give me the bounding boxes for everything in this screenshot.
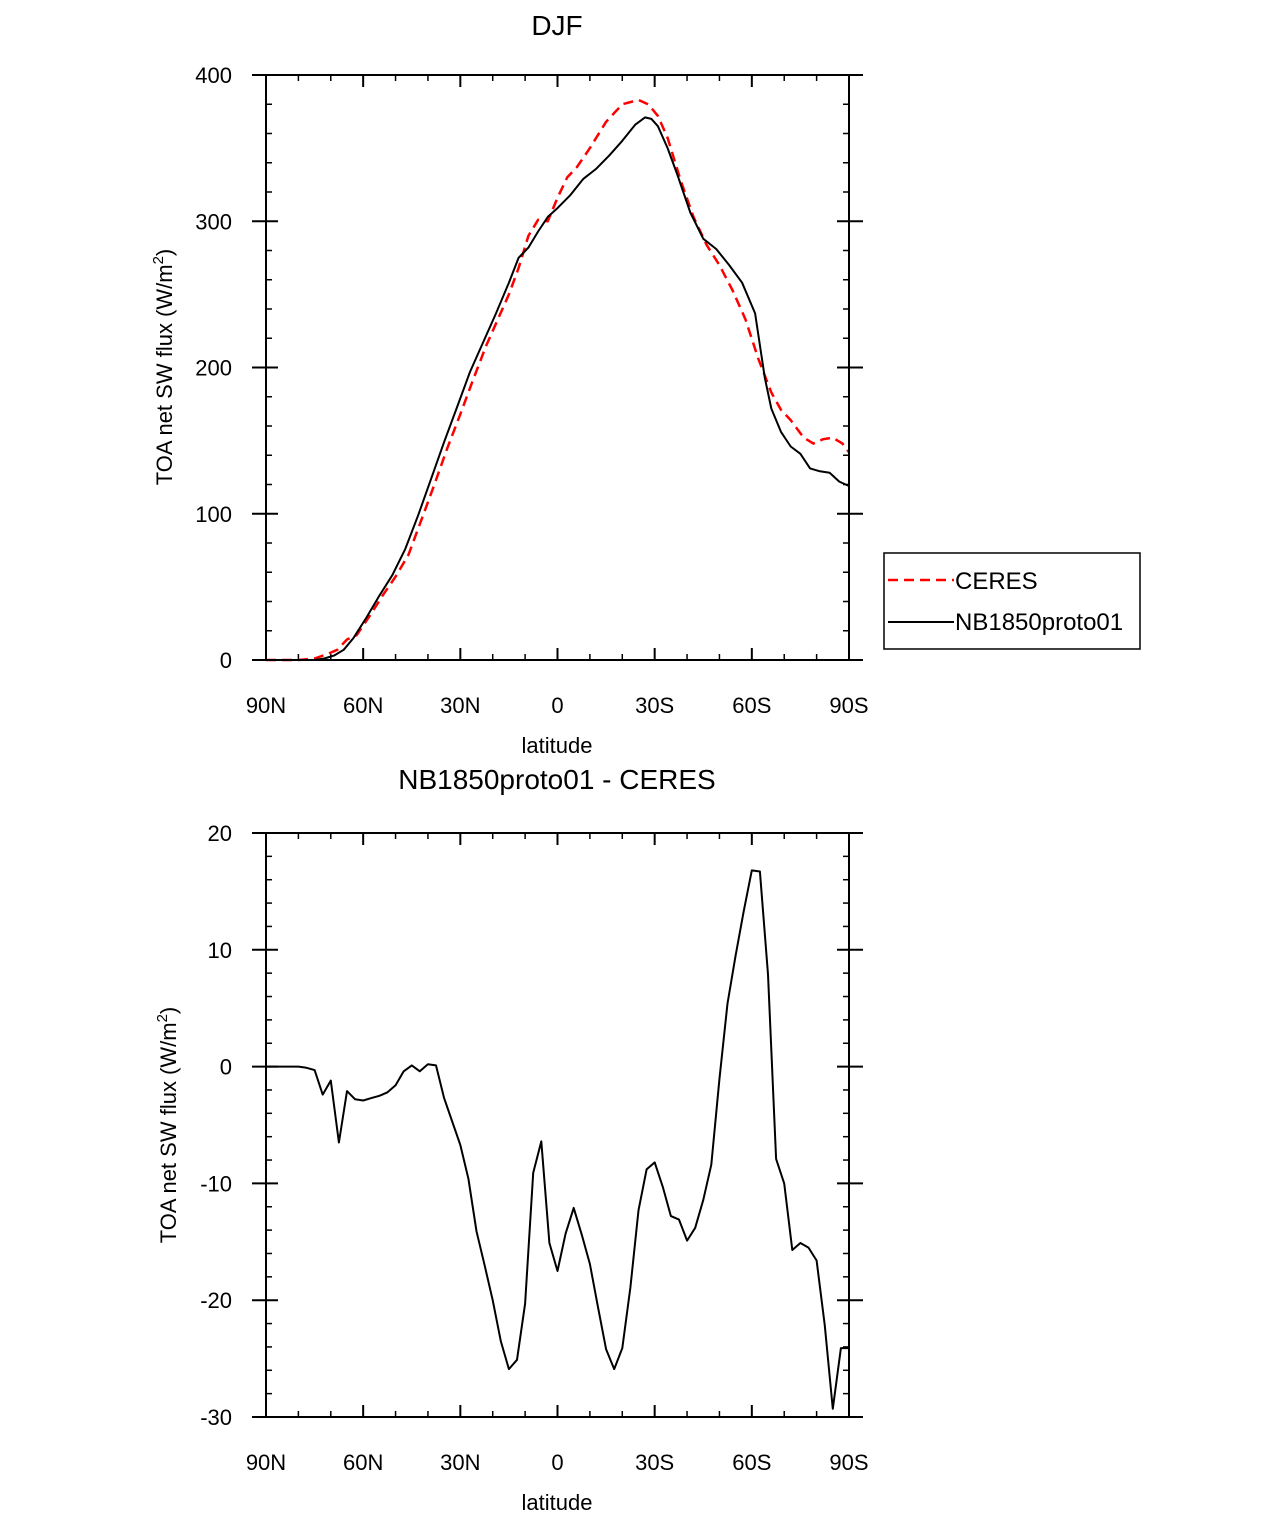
y-tick-label: 10 [208, 938, 232, 963]
x-tick-label: 90S [829, 693, 868, 718]
x-tick-label: 60S [732, 1450, 771, 1475]
bottom-panel-x-axis-label: latitude [522, 1490, 593, 1515]
top-panel-frame [265, 74, 850, 661]
legend: CERES NB1850proto01 [883, 552, 1141, 650]
y-tick-label: 0 [220, 648, 232, 673]
x-tick-label: 30N [440, 1450, 480, 1475]
bottom-panel-title: NB1850proto01 - CERES [398, 764, 716, 795]
legend-box [883, 552, 1141, 650]
x-tick-label: 90S [829, 1450, 868, 1475]
top-panel-title: DJF [531, 10, 582, 41]
y-tick-label: 20 [208, 821, 232, 846]
legend-label-nb1850proto01: NB1850proto01 [955, 609, 1123, 636]
bottom-panel-frame [265, 832, 850, 1418]
y-tick-label: 100 [195, 502, 232, 527]
y-tick-label: 400 [195, 63, 232, 88]
bottom-panel: NB1850proto01 - CERES 90N 60N 30N 0 30S 60S 90… [154, 764, 869, 1515]
x-tick-label: 90N [246, 1450, 286, 1475]
top-panel-tick-labels: 90N 60N 30N 0 30S 60S 90S 0 100 200 300 400 [195, 63, 868, 718]
x-tick-label: 90N [246, 693, 286, 718]
x-tick-label: 30N [440, 693, 480, 718]
legend-label-ceres: CERES [955, 568, 1038, 595]
y-tick-label: -30 [200, 1405, 232, 1430]
bottom-panel-ticks [252, 832, 863, 1418]
y-tick-label: 300 [195, 209, 232, 234]
x-tick-label: 60S [732, 693, 771, 718]
bottom-panel-tick-labels: 90N 60N 30N 0 30S 60S 90S -30 -20 -10 0 10 20 [200, 821, 868, 1475]
x-tick-label: 30S [635, 1450, 674, 1475]
x-tick-label: 60N [343, 1450, 383, 1475]
y-tick-label: -20 [200, 1288, 232, 1313]
top-panel-y-axis-label: TOA net SW flux (W/m2) [150, 249, 177, 486]
top-panel-x-axis-label: latitude [522, 733, 593, 758]
series-line-ceres [266, 98, 851, 662]
x-tick-label: 60N [343, 693, 383, 718]
series-line-nb1850proto01 [266, 116, 850, 661]
top-panel-series [266, 98, 851, 662]
y-tick-label: 0 [220, 1055, 232, 1080]
y-tick-label: 200 [195, 356, 232, 381]
x-tick-label: 0 [551, 693, 563, 718]
x-tick-label: 0 [551, 1450, 563, 1475]
bottom-panel-y-axis-label: TOA net SW flux (W/m2) [154, 1007, 181, 1244]
y-tick-label: -10 [200, 1171, 232, 1196]
top-panel-ticks [252, 74, 863, 661]
x-tick-label: 30S [635, 693, 674, 718]
bottom-panel-series [266, 869, 849, 1410]
series-line-nb1850proto01-ceres [266, 869, 849, 1410]
top-panel: DJF 90N 60N 30N 0 30S 60S 90S 0 100 200 300 400 lat… [150, 10, 1141, 758]
